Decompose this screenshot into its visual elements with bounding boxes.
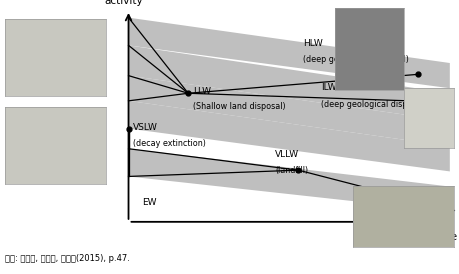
Text: 자료: 송종순, 김영국, 이상현(2015), p.47.: 자료: 송종순, 김영국, 이상현(2015), p.47. <box>5 254 129 263</box>
Polygon shape <box>129 45 450 121</box>
Text: (deep geological disposal): (deep geological disposal) <box>321 99 427 109</box>
Text: EW: EW <box>142 198 157 207</box>
Text: activity: activity <box>105 0 143 6</box>
Text: LLW: LLW <box>193 87 211 96</box>
Text: (decay extinction): (decay extinction) <box>133 139 206 148</box>
Text: HLW: HLW <box>303 39 323 48</box>
Text: (landfill): (landfill) <box>275 165 308 175</box>
Polygon shape <box>129 18 450 88</box>
Text: ILW: ILW <box>321 83 337 92</box>
Polygon shape <box>129 76 450 146</box>
Text: Half-life: Half-life <box>417 232 457 242</box>
Polygon shape <box>129 101 450 172</box>
Text: (Shallow land disposal): (Shallow land disposal) <box>193 102 285 111</box>
Text: VLLW: VLLW <box>275 150 300 159</box>
Text: VSLW: VSLW <box>133 123 158 132</box>
Polygon shape <box>129 149 450 212</box>
Text: (deep geological disposal): (deep geological disposal) <box>303 55 409 64</box>
